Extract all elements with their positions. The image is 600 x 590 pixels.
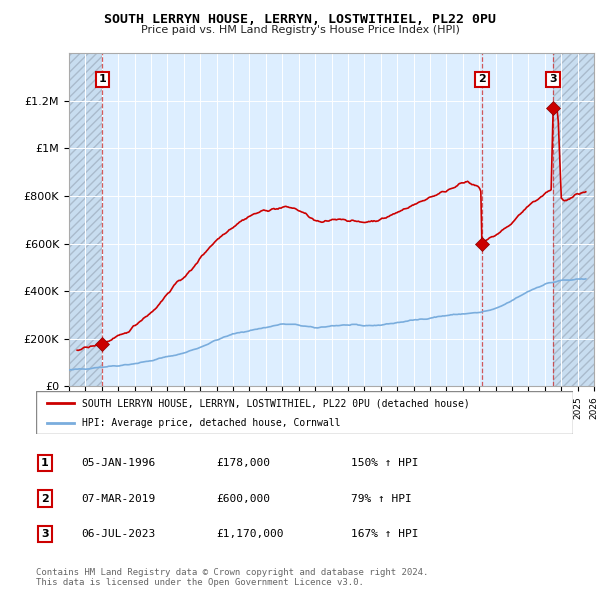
Text: 06-JUL-2023: 06-JUL-2023 (81, 529, 155, 539)
Text: £178,000: £178,000 (216, 458, 270, 468)
Text: 2: 2 (41, 494, 49, 503)
Text: 3: 3 (549, 74, 557, 84)
Text: SOUTH LERRYN HOUSE, LERRYN, LOSTWITHIEL, PL22 0PU (detached house): SOUTH LERRYN HOUSE, LERRYN, LOSTWITHIEL,… (82, 398, 469, 408)
Text: £1,170,000: £1,170,000 (216, 529, 284, 539)
Text: Price paid vs. HM Land Registry's House Price Index (HPI): Price paid vs. HM Land Registry's House … (140, 25, 460, 35)
Text: 05-JAN-1996: 05-JAN-1996 (81, 458, 155, 468)
Text: HPI: Average price, detached house, Cornwall: HPI: Average price, detached house, Corn… (82, 418, 340, 428)
Text: 2: 2 (478, 74, 486, 84)
FancyBboxPatch shape (36, 391, 573, 434)
Text: £600,000: £600,000 (216, 494, 270, 503)
Text: 3: 3 (41, 529, 49, 539)
Text: 1: 1 (98, 74, 106, 84)
Bar (69, 53, 103, 386)
Text: 07-MAR-2019: 07-MAR-2019 (81, 494, 155, 503)
Text: Contains HM Land Registry data © Crown copyright and database right 2024.
This d: Contains HM Land Registry data © Crown c… (36, 568, 428, 587)
Text: SOUTH LERRYN HOUSE, LERRYN, LOSTWITHIEL, PL22 0PU: SOUTH LERRYN HOUSE, LERRYN, LOSTWITHIEL,… (104, 13, 496, 26)
Text: 79% ↑ HPI: 79% ↑ HPI (351, 494, 412, 503)
Text: 150% ↑ HPI: 150% ↑ HPI (351, 458, 419, 468)
Text: 167% ↑ HPI: 167% ↑ HPI (351, 529, 419, 539)
Text: 1: 1 (41, 458, 49, 468)
Bar (553, 53, 594, 386)
